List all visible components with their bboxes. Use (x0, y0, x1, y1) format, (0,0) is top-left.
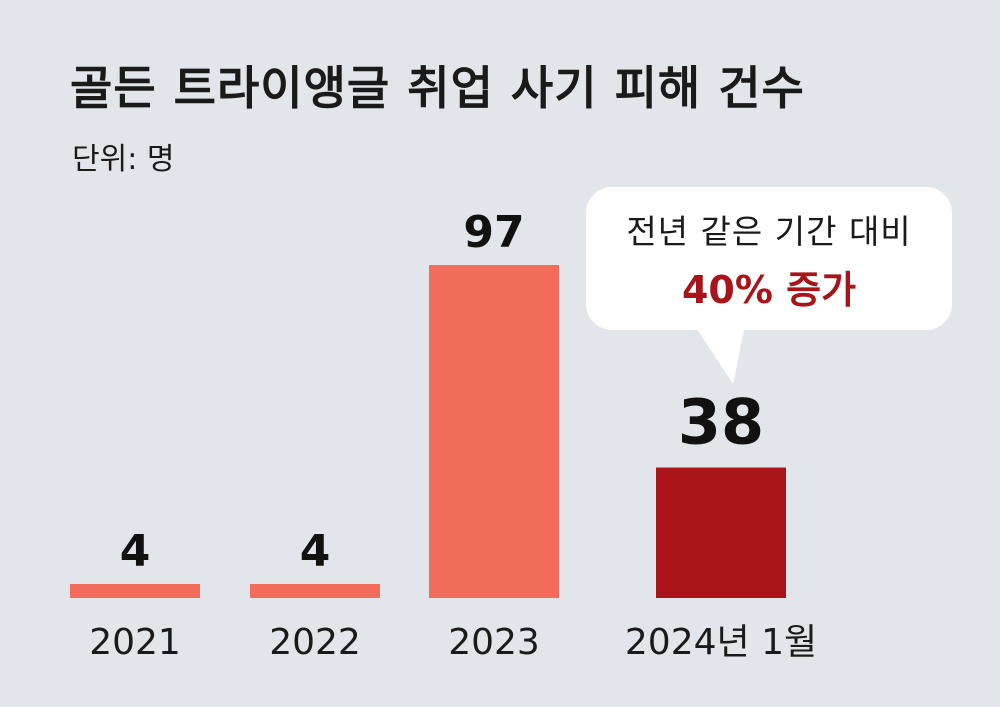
category-label-3: 2024년 1월 (625, 622, 817, 663)
callout-line2: 40% 증가 (681, 268, 857, 312)
data-label-3: 38 (678, 386, 764, 459)
category-label-0: 2021 (89, 622, 181, 663)
category-label-2: 2023 (448, 622, 540, 663)
chart-title: 골든 트라이앵글 취업 사기 피해 건수 (70, 61, 805, 115)
data-label-2: 97 (463, 207, 524, 258)
bar-3 (656, 467, 786, 598)
bar-0 (70, 584, 200, 598)
data-label-0: 4 (120, 526, 151, 577)
callout-line1: 전년 같은 기간 대비 (626, 212, 912, 251)
data-label-1: 4 (300, 526, 331, 577)
unit-label: 단위: 명 (72, 142, 175, 177)
category-label-1: 2022 (269, 622, 361, 663)
bar-2 (429, 265, 559, 598)
callout-bubble: 전년 같은 기간 대비 40% 증가 (586, 187, 952, 330)
bar-1 (250, 584, 380, 598)
